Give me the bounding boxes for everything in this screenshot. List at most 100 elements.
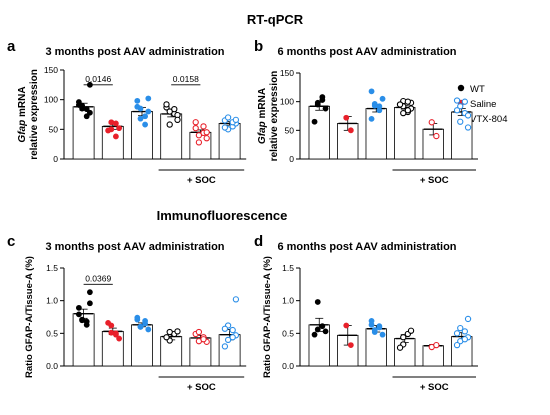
- data-point-c: [145, 326, 152, 333]
- data-point-b: [396, 101, 404, 108]
- data-point-c: [195, 328, 203, 336]
- data-point-d: [453, 341, 461, 349]
- soc-label-b: + SOC: [420, 175, 449, 186]
- y-tick-label-b: 100: [280, 97, 294, 107]
- y-tick-label-c: 0.0: [46, 361, 58, 371]
- data-point-b: [368, 88, 375, 95]
- data-point-a: [134, 103, 141, 110]
- data-point-c: [76, 311, 82, 318]
- data-point-c: [221, 325, 229, 332]
- data-point-a: [142, 121, 148, 128]
- y-axis-label-gene-a: Gfap: [17, 120, 28, 143]
- data-point-a: [192, 119, 199, 126]
- data-point-d: [407, 327, 415, 334]
- y-axis-label-c: Ratio GFAP-A/Tissue-A (%): [24, 256, 35, 378]
- data-point-b: [464, 124, 472, 131]
- panel-title-b: 6 months post AAV administration: [277, 46, 456, 58]
- data-point-a: [192, 124, 199, 132]
- data-point-c: [87, 300, 93, 307]
- data-point-d: [453, 330, 461, 337]
- data-point-b: [464, 112, 472, 119]
- data-point-c: [79, 317, 85, 324]
- data-point-c: [200, 336, 207, 343]
- bar-b: [308, 105, 330, 160]
- data-point-a: [203, 129, 210, 136]
- data-point-a: [171, 106, 178, 113]
- data-point-b: [433, 132, 440, 140]
- data-point-b: [457, 118, 464, 125]
- data-point-a: [108, 119, 115, 126]
- data-point-b: [347, 127, 354, 134]
- data-point-b: [404, 107, 411, 114]
- data-point-a: [195, 132, 203, 139]
- data-point-d: [464, 315, 472, 323]
- significance-label-a: 0.0158: [173, 74, 199, 84]
- data-point-c: [83, 321, 90, 328]
- y-tick-label-a: 150: [44, 65, 58, 75]
- data-point-a: [232, 116, 240, 123]
- data-point-a: [224, 114, 232, 121]
- data-point-d: [314, 326, 321, 333]
- section-title-immunofluorescence: Immunofluorescence: [157, 208, 288, 223]
- y-tick-label-b: 150: [280, 68, 294, 78]
- data-point-c: [87, 289, 93, 296]
- data-point-b: [457, 103, 464, 110]
- data-point-a: [174, 116, 181, 123]
- y-axis-label-line2-b: relative expression: [269, 71, 280, 162]
- data-point-c: [116, 335, 122, 342]
- data-point-a: [83, 106, 90, 113]
- panel-title-a: 3 months post AAV administration: [45, 46, 224, 58]
- data-point-d: [371, 327, 378, 333]
- data-point-c: [76, 304, 82, 311]
- data-point-b: [376, 103, 383, 110]
- y-tick-label-d: 1.5: [282, 263, 294, 273]
- data-point-a: [163, 101, 170, 108]
- data-point-a: [83, 113, 90, 120]
- data-point-c: [105, 319, 111, 326]
- data-point-c: [166, 328, 173, 336]
- significance-label-c: 0.0369: [85, 273, 111, 283]
- y-axis-label-mrna-b: mRNA: [257, 88, 268, 121]
- y-axis-label-line2-a: relative expression: [29, 69, 40, 160]
- data-point-d: [311, 331, 318, 338]
- data-point-b: [311, 118, 318, 125]
- data-point-a: [105, 127, 111, 134]
- y-tick-label-a: 0: [53, 154, 58, 164]
- y-tick-label-b: 50: [285, 125, 295, 135]
- data-point-a: [76, 102, 82, 108]
- data-point-a: [142, 113, 148, 120]
- data-point-a: [134, 97, 141, 104]
- panel-letter-b: b: [254, 38, 263, 55]
- panel-letter-d: d: [254, 233, 263, 250]
- data-point-c: [224, 336, 232, 344]
- data-point-a: [87, 109, 93, 116]
- data-point-a: [145, 108, 152, 115]
- y-tick-label-d: 1.0: [282, 296, 294, 306]
- y-tick-label-c: 0.5: [46, 328, 58, 338]
- legend-label-vtx804: VTX-804: [470, 114, 508, 125]
- data-point-b: [343, 114, 350, 121]
- data-point-d: [400, 334, 407, 341]
- data-point-a: [116, 125, 122, 132]
- y-axis-label-b: Gfap mRNA: [257, 88, 268, 144]
- data-point-b: [314, 99, 321, 106]
- data-point-b: [400, 109, 407, 117]
- legend-label-wt: WT: [470, 84, 485, 95]
- data-point-d: [347, 342, 354, 348]
- panel-b: b 6 months post AAV administration Gfap mR…: [254, 38, 478, 186]
- data-point-d: [319, 323, 326, 330]
- data-point-d: [461, 336, 468, 343]
- data-point-d: [314, 299, 321, 305]
- data-point-c: [142, 320, 148, 327]
- data-point-c: [137, 323, 144, 330]
- data-point-d: [376, 324, 383, 331]
- y-tick-label-b: 0: [289, 154, 294, 164]
- legend-item-wt: WT: [457, 84, 485, 95]
- data-point-d: [457, 324, 464, 332]
- panel-letter-a: a: [7, 38, 16, 55]
- data-point-d: [433, 341, 440, 349]
- data-point-b: [453, 107, 461, 114]
- soc-label-d: + SOC: [420, 382, 449, 393]
- y-tick-label-c: 1.5: [46, 263, 58, 273]
